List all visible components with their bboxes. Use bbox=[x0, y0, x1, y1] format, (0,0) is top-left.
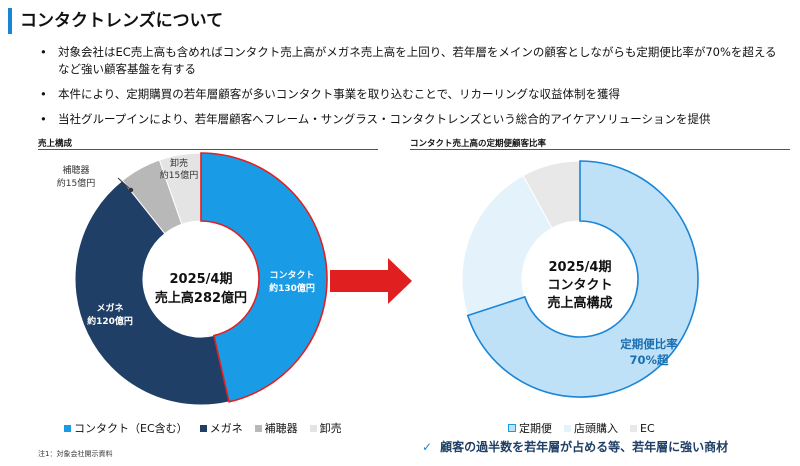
hochoki-callout-dot bbox=[128, 187, 134, 193]
highlight-outline bbox=[466, 160, 699, 398]
legend-label: EC bbox=[640, 421, 655, 435]
tagline-text: 顧客の過半数を若年層が占める等、若年層に強い商材 bbox=[440, 440, 729, 454]
donut-slice-2 bbox=[74, 179, 230, 406]
oroshi-slice-value: 約15億円 bbox=[160, 169, 198, 181]
donut-slice-2 bbox=[461, 174, 553, 317]
legend-label: 定期便 bbox=[519, 422, 552, 435]
footnote: 注1：対象会社開示資料 bbox=[38, 450, 113, 458]
legend-label: 卸売 bbox=[319, 422, 342, 435]
legend-item-contact: コンタクト（EC含む） bbox=[64, 420, 188, 436]
left-section-title: 売上構成 bbox=[38, 139, 73, 149]
left-legend: コンタクト（EC含む） メガネ 補聴器 卸売 bbox=[64, 420, 342, 436]
legend-swatch bbox=[564, 424, 571, 432]
bullet-item: 本件により、定期購買の若年層顧客が多いコンタクト事業を取り込むことで、リカーリン… bbox=[38, 86, 778, 103]
legend-item-hochoki: 補聴器 bbox=[254, 420, 298, 436]
right-arrow-icon bbox=[330, 258, 412, 304]
check-icon: ✓ bbox=[422, 440, 433, 454]
legend-swatch bbox=[309, 424, 317, 432]
oroshi-slice-label: 卸売 bbox=[170, 157, 188, 169]
right-center-subtitle: 売上高構成 bbox=[547, 295, 612, 311]
tagline: ✓ 顧客の過半数を若年層が占める等、若年層に強い商材 bbox=[422, 438, 728, 455]
legend-item-tento: 店頭購入 bbox=[564, 420, 618, 436]
legend-swatch bbox=[199, 424, 207, 432]
megane-slice-label: メガネ bbox=[96, 302, 123, 314]
ratio-label: 定期便比率 bbox=[620, 337, 678, 351]
legend-swatch bbox=[630, 424, 637, 432]
left-section-divider bbox=[38, 149, 378, 150]
ratio-value: 70%超 bbox=[629, 353, 669, 367]
title-accent-bar bbox=[8, 8, 12, 34]
legend-swatch bbox=[64, 424, 71, 432]
hochoki-callout-line bbox=[117, 177, 132, 191]
right-section-divider bbox=[410, 149, 790, 150]
legend-item-megane: メガネ bbox=[199, 420, 243, 436]
sales-composition-donut bbox=[74, 152, 328, 406]
legend-item-teikibin: 定期便 bbox=[508, 420, 552, 436]
bullet-item: 対象会社はEC売上高も含めればコンタクト売上高がメガネ売上高を上回り、若年層をメ… bbox=[38, 44, 778, 78]
subscription-ratio-donut bbox=[461, 160, 699, 398]
bullet-list: 対象会社はEC売上高も含めればコンタクト売上高がメガネ売上高を上回り、若年層をメ… bbox=[38, 44, 778, 136]
bullet-item: 当社グループインにより、若年層顧客へフレーム・サングラス・コンタクトレンズという… bbox=[38, 111, 778, 128]
right-center-label: コンタクト bbox=[547, 278, 612, 293]
hochoki-callout-value: 約15億円 bbox=[57, 177, 95, 189]
legend-label: 店頭購入 bbox=[574, 422, 618, 435]
hochoki-callout-label: 補聴器 bbox=[62, 164, 89, 176]
right-legend: 定期便 店頭購入 EC bbox=[508, 420, 655, 436]
legend-item-oroshi: 卸売 bbox=[309, 420, 342, 436]
right-center-year: 2025/4期 bbox=[549, 260, 612, 275]
contact-slice-label: コンタクト bbox=[269, 269, 314, 281]
page-title: コンタクトレンズについて bbox=[20, 11, 224, 31]
right-section-title: コンタクト売上高の定期便顧客比率 bbox=[410, 139, 547, 149]
megane-slice-value: 約120億円 bbox=[87, 315, 133, 327]
left-center-year: 2025/4期 bbox=[170, 272, 233, 287]
legend-label: コンタクト（EC含む） bbox=[74, 422, 188, 435]
legend-label: 補聴器 bbox=[264, 422, 298, 435]
left-center-total: 売上高282億円 bbox=[155, 290, 247, 306]
legend-item-ec: EC bbox=[630, 422, 655, 435]
legend-label: メガネ bbox=[209, 422, 243, 435]
legend-swatch bbox=[254, 424, 262, 432]
highlight-outline bbox=[200, 152, 328, 403]
contact-slice-value: 約130億円 bbox=[269, 282, 315, 294]
legend-swatch bbox=[508, 424, 516, 432]
